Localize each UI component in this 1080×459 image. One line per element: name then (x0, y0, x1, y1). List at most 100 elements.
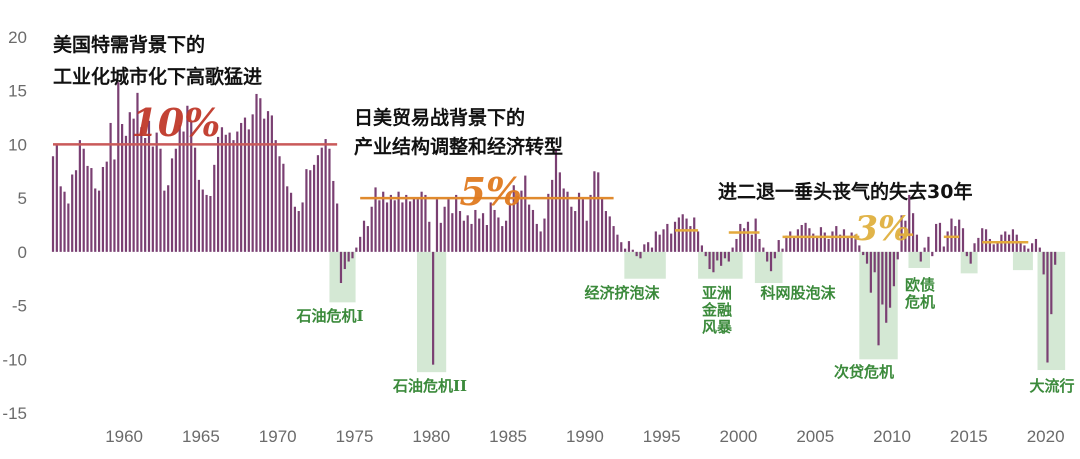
x-tick-label: 1965 (182, 427, 220, 446)
bar (336, 203, 339, 252)
crisis-label-line: 石油危机I (295, 307, 363, 325)
bar (624, 248, 627, 252)
bar (447, 199, 450, 252)
bar (869, 251, 872, 293)
bar (209, 195, 212, 252)
bar (147, 120, 151, 252)
bar (792, 237, 796, 252)
bar (919, 251, 922, 262)
bar (355, 247, 358, 252)
bar (604, 211, 608, 252)
bar (220, 127, 224, 252)
bar (455, 194, 458, 252)
bar (911, 213, 915, 252)
bar (167, 185, 170, 252)
bar (151, 146, 154, 252)
bar (981, 228, 984, 252)
bar (97, 190, 101, 252)
bar (485, 225, 488, 252)
bar (600, 197, 604, 252)
crisis-label-line: 危机 (905, 293, 935, 311)
bar (90, 168, 93, 252)
crisis-label-line: 经济挤泡沫 (584, 284, 660, 302)
bar (766, 251, 769, 262)
x-tick-label: 1995 (643, 427, 681, 446)
bar (451, 213, 454, 252)
crisis-label-line: 金融 (701, 301, 732, 319)
bar (581, 199, 584, 252)
bar (735, 238, 738, 252)
bar (508, 203, 512, 252)
crisis-label: 经济挤泡沫 (584, 284, 660, 302)
bar (443, 206, 446, 252)
bar (528, 204, 531, 252)
crisis-regions (329, 251, 1066, 373)
bar (896, 251, 899, 260)
bar (516, 195, 519, 252)
bar (420, 191, 423, 252)
bar (839, 234, 842, 252)
bar (316, 155, 320, 252)
bar (708, 251, 711, 270)
bar (217, 136, 220, 252)
bar (819, 227, 823, 252)
y-tick-label: 20 (8, 28, 27, 47)
bar (754, 218, 757, 252)
bar (827, 238, 830, 252)
bar (743, 228, 746, 252)
bar (382, 191, 385, 252)
percent-label-2: 3% (854, 209, 910, 249)
bar (270, 115, 273, 252)
bar (666, 223, 669, 252)
bar (251, 114, 254, 252)
bar (197, 179, 201, 252)
bar (846, 237, 849, 252)
bar (927, 236, 930, 252)
bar (693, 217, 696, 252)
y-tick-label: 0 (18, 243, 27, 262)
bar (908, 194, 911, 252)
bar (712, 251, 715, 273)
bar (950, 218, 953, 252)
bar (132, 118, 135, 252)
bar (144, 137, 147, 252)
bar (639, 251, 642, 259)
bar (731, 247, 734, 252)
crisis-region-4 (754, 251, 783, 284)
x-tick-label: 2015 (950, 427, 988, 446)
bar (1011, 229, 1015, 252)
bar (862, 251, 865, 256)
bar (51, 156, 55, 252)
bar (977, 237, 980, 252)
x-tick-label: 1960 (105, 427, 143, 446)
bar (466, 215, 469, 252)
bar (723, 251, 727, 259)
bar (520, 190, 523, 252)
bar (935, 223, 938, 252)
bar (289, 192, 293, 252)
bar (988, 238, 991, 252)
bar (858, 245, 861, 252)
bar (186, 105, 189, 252)
bar (823, 232, 826, 252)
bar (785, 235, 788, 252)
bar (240, 122, 243, 252)
bar (374, 187, 377, 252)
bar (700, 245, 704, 252)
bar (881, 251, 884, 305)
x-tick-label: 1980 (412, 427, 450, 446)
bar (347, 251, 350, 262)
y-axis-ticks: 20 15 10 5 0 -5 -10 -15 (2, 28, 27, 423)
crisis-label-line: 欧债 (905, 276, 935, 294)
bar (1019, 242, 1022, 252)
bar (566, 191, 569, 252)
bar (704, 251, 707, 257)
bar (101, 166, 105, 252)
bar (689, 226, 692, 252)
bar (746, 221, 750, 252)
y-tick-label: -10 (2, 350, 27, 369)
bar (309, 170, 312, 252)
bar (973, 243, 976, 252)
